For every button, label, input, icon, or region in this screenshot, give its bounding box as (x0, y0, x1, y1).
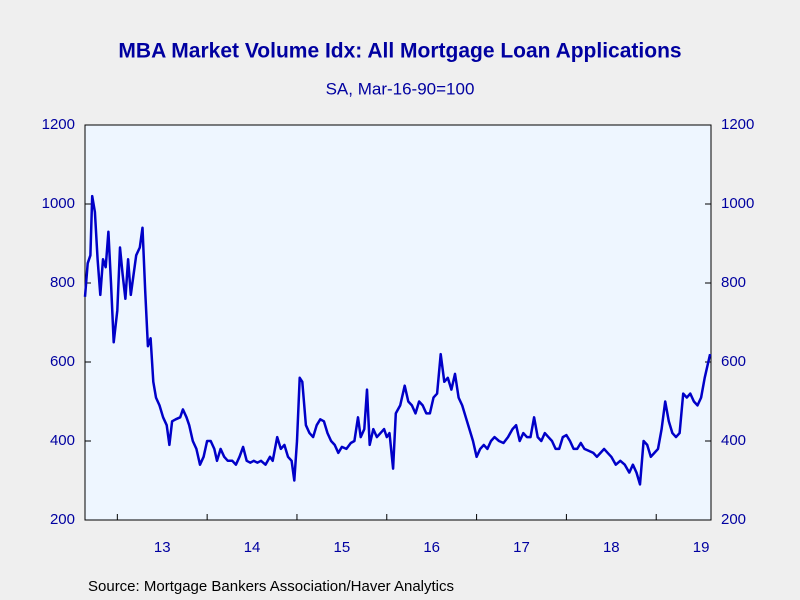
y-tick-label: 400 (50, 432, 75, 449)
y-tick-label: 1200 (42, 116, 75, 133)
chart-title: MBA Market Volume Idx: All Mortgage Loan… (118, 40, 681, 63)
source-note: Source: Mortgage Bankers Association/Hav… (88, 578, 454, 595)
y2-tick-label: 200 (721, 511, 746, 528)
y-tick-label: 200 (50, 511, 75, 528)
y2-tick-label: 400 (721, 432, 746, 449)
x-tick-label: 16 (423, 539, 440, 556)
y-tick-label: 1000 (42, 195, 75, 212)
x-tick-label: 18 (603, 539, 620, 556)
y-tick-label: 800 (50, 274, 75, 291)
y2-tick-label: 1000 (721, 195, 754, 212)
chart-subtitle: SA, Mar-16-90=100 (326, 79, 475, 98)
x-tick-label: 13 (154, 539, 171, 556)
x-tick-label: 15 (334, 539, 351, 556)
x-tick-label: 17 (513, 539, 530, 556)
x-tick-label: 19 (693, 539, 710, 556)
y-tick-label: 600 (50, 353, 75, 370)
y2-tick-label: 600 (721, 353, 746, 370)
plot-area (84, 124, 712, 521)
y2-tick-label: 1200 (721, 116, 754, 133)
x-tick-label: 14 (244, 539, 261, 556)
data-line (83, 194, 712, 486)
y2-tick-label: 800 (721, 274, 746, 291)
